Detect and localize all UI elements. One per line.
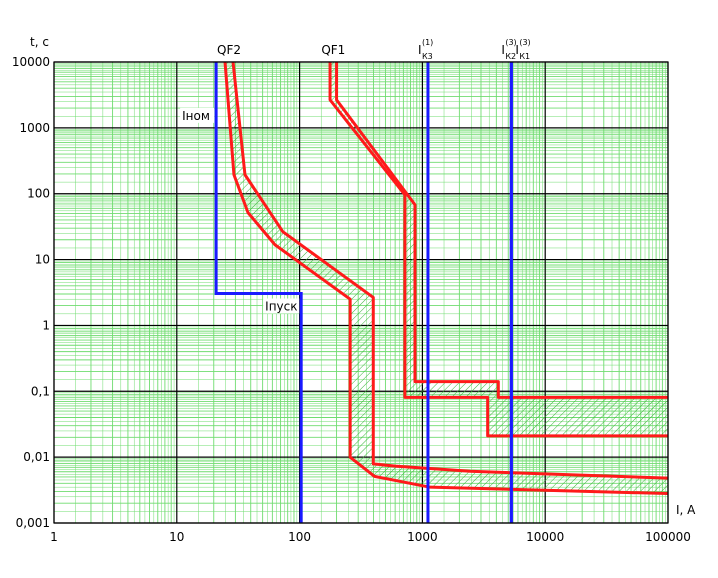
motor-label: Iпуск xyxy=(265,300,297,314)
y-axis-label: t, с xyxy=(30,35,49,49)
y-tick-label: 10 xyxy=(35,253,50,267)
curve xyxy=(335,62,668,399)
x-tick-label: 100000 xyxy=(645,530,691,544)
motor-label: Iном xyxy=(182,109,210,123)
current-label-sub: К2 xyxy=(505,52,516,61)
x-tick-label: 100 xyxy=(288,530,311,544)
x-tick-label: 1 xyxy=(50,530,58,544)
label-bg xyxy=(263,298,300,314)
x-axis-label: I, A xyxy=(676,503,696,517)
series-label: QF2 xyxy=(217,43,241,57)
current-label-sup: (3) xyxy=(505,38,516,47)
curve xyxy=(223,61,669,496)
x-tick-label: 10 xyxy=(169,530,184,544)
series-label: QF1 xyxy=(321,43,345,57)
y-tick-label: 100 xyxy=(27,187,50,201)
x-tick-label: 1000 xyxy=(407,530,438,544)
motor-line xyxy=(214,62,303,523)
y-tick-label: 0,01 xyxy=(23,450,50,464)
y-tick-label: 0,1 xyxy=(31,384,50,398)
curve xyxy=(231,61,669,480)
x-tick-label: 10000 xyxy=(526,530,564,544)
current-label: I xyxy=(418,43,422,57)
current-label-sup: (1) xyxy=(422,38,433,47)
y-tick-label: 1 xyxy=(42,318,50,332)
current-label-sub: К3 xyxy=(422,52,433,61)
current-label-sub: К1 xyxy=(519,52,530,61)
plot-border xyxy=(53,61,669,524)
y-tick-label: 1000 xyxy=(19,121,50,135)
current-label: I xyxy=(515,43,519,57)
current-label-sup: (3) xyxy=(519,38,530,47)
label-bg xyxy=(180,107,215,123)
y-tick-label: 0,001 xyxy=(16,516,50,530)
y-tick-label: 10000 xyxy=(12,55,50,69)
curve xyxy=(328,62,668,438)
current-label: I xyxy=(501,43,505,57)
